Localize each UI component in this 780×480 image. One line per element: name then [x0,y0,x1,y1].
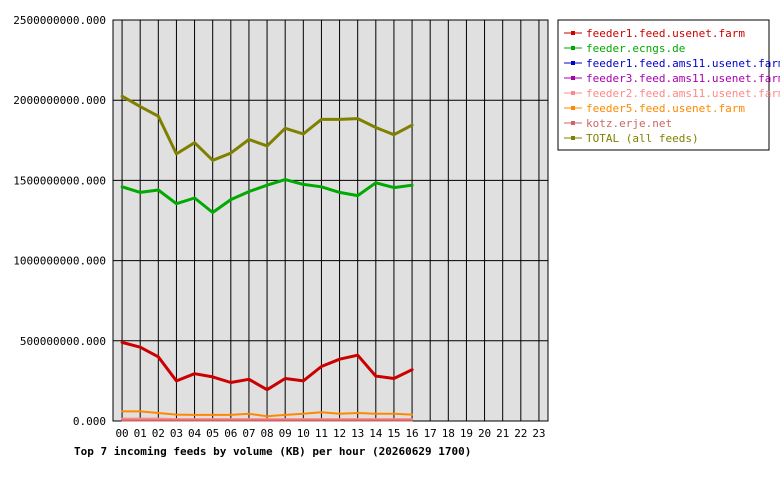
x-tick-label: 18 [442,427,455,440]
legend-label: feeder2.feed.ams11.usenet.farm [586,87,780,100]
x-tick-label: 10 [297,427,310,440]
legend-label: feeder.ecngs.de [586,42,685,55]
x-tick-label: 21 [496,427,509,440]
legend-label: feeder1.feed.ams11.usenet.farm [586,57,780,70]
x-tick-label: 14 [369,427,383,440]
x-tick-label: 16 [405,427,418,440]
x-tick-label: 19 [460,427,473,440]
plot-background [113,20,548,421]
legend-label: feeder3.feed.ams11.usenet.farm [586,72,780,85]
x-tick-label: 13 [351,427,364,440]
legend-label: feeder1.feed.usenet.farm [586,27,745,40]
legend-label: TOTAL (all feeds) [586,132,699,145]
x-tick-label: 01 [134,427,147,440]
legend-marker [571,46,575,50]
legend: feeder1.feed.usenet.farm feeder.ecngs.de f… [557,19,780,151]
x-tick-label: 17 [424,427,437,440]
y-tick-label: 1500000000.000 [13,174,106,187]
x-tick-label: 22 [514,427,527,440]
x-tick-label: 02 [152,427,165,440]
series-line [120,340,414,392]
x-tick-label: 07 [242,427,255,440]
y-tick-label: 2000000000.000 [13,94,106,107]
series-line [120,94,414,162]
x-tick-label: 05 [206,427,219,440]
legend-label: feeder5.feed.usenet.farm [586,102,745,115]
x-tick-label: 04 [188,427,202,440]
y-tick-label: 0.000 [73,415,106,428]
x-tick-label: 09 [279,427,292,440]
x-tick-label: 03 [170,427,183,440]
y-tick-label: 2500000000.000 [13,14,106,27]
x-tick-label: 08 [260,427,273,440]
x-tick-label: 00 [115,427,128,440]
legend-marker [571,106,575,110]
x-tick-label: 11 [315,427,328,440]
x-axis-ticks: 00 01 02 03 04 05 06 07 08 09 10 11 12 13 14 15 16 17 18 19… [115,427,545,440]
legend-label: kotz.erje.net [586,117,672,130]
legend-marker [571,61,575,65]
series-line [121,417,414,421]
legend-marker [571,91,575,95]
y-tick-label: 500000000.000 [20,335,106,348]
legend-box [557,19,770,151]
series-line [121,410,414,418]
legend-marker [571,31,575,35]
x-tick-label: 23 [532,427,545,440]
x-tick-label: 20 [478,427,491,440]
y-tick-label: 1000000000.000 [13,255,106,268]
legend-marker [571,136,575,140]
series-lines [120,94,414,422]
legend-marker [571,76,575,80]
legend-marker [571,121,575,125]
chart-title: Top 7 incoming feeds by volume (KB) per … [74,445,471,458]
x-tick-label: 06 [224,427,237,440]
series-line [120,178,414,214]
x-tick-label: 12 [333,427,346,440]
x-tick-label: 15 [387,427,400,440]
y-axis-ticks: 0.000 500000000.000 1000000000.000 15000000… [13,14,106,428]
